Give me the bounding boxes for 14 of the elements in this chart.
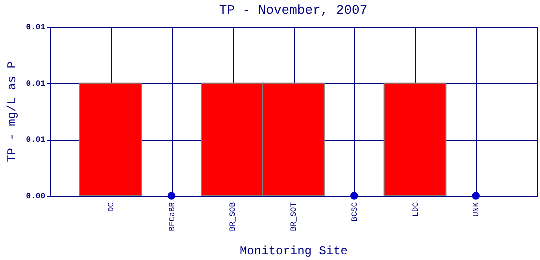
x-tick-label: LDC bbox=[412, 202, 421, 217]
x-tick-label: BCSC bbox=[350, 202, 360, 222]
y-tick-label: 0.01 bbox=[26, 136, 46, 146]
y-tick-label: 0.01 bbox=[26, 80, 46, 89]
y-axis-title: TP - mg/L as P bbox=[5, 62, 20, 162]
chart-title: TP - November, 2007 bbox=[219, 3, 368, 18]
x-tick-label: BR_SOB bbox=[229, 202, 238, 232]
x-tick-label: BFCaBR bbox=[168, 202, 178, 232]
y-tick-label: 0.01 bbox=[26, 24, 46, 32]
x-tick-label: BR_SOT bbox=[290, 202, 299, 232]
x-tick-label: DC bbox=[107, 202, 116, 212]
x-tick-label: UNK bbox=[472, 202, 482, 217]
y-tick-label: 0.00 bbox=[26, 192, 46, 202]
x-axis-title: Monitoring Site bbox=[240, 244, 348, 258]
